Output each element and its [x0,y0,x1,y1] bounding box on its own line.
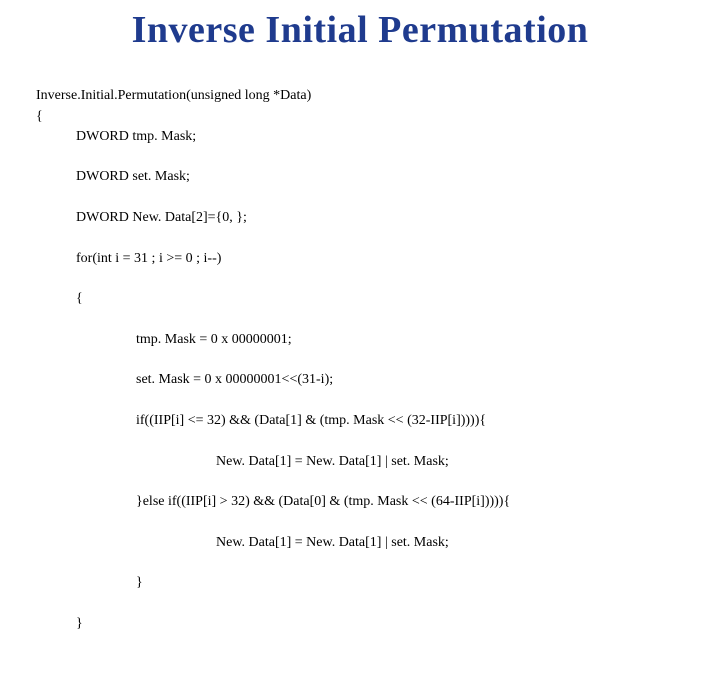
code-line: DWORD set. Mask; [36,167,684,187]
code-line: tmp. Mask = 0 x 00000001; [36,330,684,350]
code-line: set. Mask = 0 x 00000001<<(31-i); [36,370,684,390]
code-line: New. Data[1] = New. Data[1] | set. Mask; [36,533,684,553]
code-line: Inverse.Initial.Permutation(unsigned lon… [36,88,311,103]
code-line: New. Data[1] = New. Data[1] | set. Mask; [36,452,684,472]
slide-title: Inverse Initial Permutation [36,8,684,52]
slide-container: Inverse Initial Permutation Inverse.Init… [0,0,720,540]
code-line: { [36,109,43,124]
code-line: } [36,573,684,593]
code-line: for(int i = 31 ; i >= 0 ; i--) [36,249,684,269]
code-line: }else if((IIP[i] > 32) && (Data[0] & (tm… [36,492,684,512]
code-line: { [36,289,684,309]
code-block: Inverse.Initial.Permutation(unsigned lon… [36,66,684,675]
code-line: if((IIP[i] <= 32) && (Data[1] & (tmp. Ma… [36,411,684,431]
code-line: } [36,614,684,634]
code-line: DWORD New. Data[2]={0, }; [36,208,684,228]
code-line: DWORD tmp. Mask; [36,127,684,147]
